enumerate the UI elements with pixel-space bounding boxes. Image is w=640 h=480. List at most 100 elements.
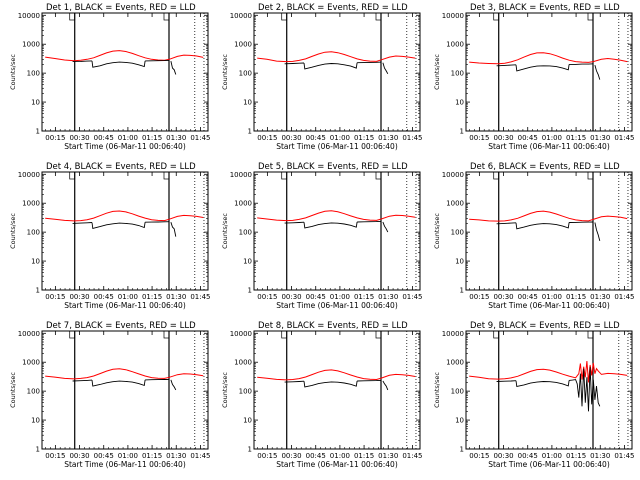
plot-frame — [253, 171, 421, 291]
x-tick-label: 01:15 — [354, 452, 374, 460]
x-tick-label: 01:15 — [354, 293, 374, 301]
y-tick-label: 10 — [243, 99, 252, 107]
x-tick-label: 01:30 — [166, 452, 186, 460]
x-tick-label: 01:30 — [590, 452, 610, 460]
lld-series-line — [45, 50, 204, 62]
y-tick-label: 1000 — [234, 41, 252, 49]
marker-box — [69, 12, 76, 21]
marker-box — [69, 330, 76, 339]
events-series-line — [569, 63, 594, 65]
events-series-line — [170, 60, 177, 75]
plot-frame — [465, 330, 633, 450]
events-series-line — [357, 379, 382, 382]
events-series-line — [91, 222, 146, 229]
y-tick-label: 1000 — [22, 200, 40, 208]
x-tick-label: 00:30 — [281, 134, 301, 142]
events-series-line — [91, 379, 146, 387]
marker-box — [69, 171, 76, 180]
x-tick-label: 01:45 — [614, 452, 634, 460]
events-series-line — [284, 62, 305, 65]
x-tick-label: 01:30 — [166, 293, 186, 301]
y-tick-label: 10000 — [442, 12, 464, 20]
y-tick-label: 100 — [451, 70, 464, 78]
marker-box — [281, 12, 288, 21]
x-tick-label: 01:00 — [330, 452, 350, 460]
y-tick-label: 10 — [455, 417, 464, 425]
y-tick-label: 1000 — [234, 200, 252, 208]
y-tick-label: 1000 — [446, 41, 464, 49]
events-series-line — [91, 60, 146, 68]
x-tick-label: 00:15 — [45, 134, 65, 142]
x-axis-label: Start Time (06-Mar-11 00:06:40) — [64, 460, 186, 469]
x-tick-label: 00:30 — [69, 293, 89, 301]
panel-det-7: Det 7, BLACK = Events, RED = LLD 1 10 100 10… — [9, 321, 211, 469]
lld-series-line — [469, 210, 628, 222]
x-tick-label: 01:00 — [118, 452, 138, 460]
y-tick-label: 1 — [248, 287, 252, 295]
x-tick-label: 00:15 — [469, 293, 489, 301]
x-tick-label: 01:30 — [378, 452, 398, 460]
y-axis-label: Counts/sec — [433, 372, 441, 408]
x-tick-label: 00:30 — [493, 134, 513, 142]
y-axis-label: Counts/sec — [9, 54, 17, 90]
events-series-line — [357, 61, 382, 64]
x-tick-label: 01:00 — [542, 293, 562, 301]
y-axis-label: Counts/sec — [9, 213, 17, 249]
marker-box — [493, 12, 500, 21]
x-tick-label: 01:45 — [402, 293, 422, 301]
events-series-line — [170, 222, 177, 237]
y-tick-label: 100 — [239, 388, 252, 396]
y-tick-label: 100 — [239, 70, 252, 78]
x-tick-label: 00:15 — [469, 452, 489, 460]
x-axis-label: Start Time (06-Mar-11 00:06:40) — [488, 301, 610, 310]
x-axis-label: Start Time (06-Mar-11 00:06:40) — [276, 460, 398, 469]
x-tick-label: 01:15 — [566, 293, 586, 301]
panel-det-8: Det 8, BLACK = Events, RED = LLD 1 10 100 10… — [221, 321, 423, 469]
marker-box — [163, 12, 170, 21]
events-series-line — [72, 222, 93, 224]
panel-title: Det 3, BLACK = Events, RED = LLD — [470, 3, 620, 13]
x-tick-label: 00:45 — [306, 134, 326, 142]
y-tick-label: 1 — [248, 128, 252, 136]
x-tick-label: 01:00 — [118, 134, 138, 142]
x-tick-label: 01:15 — [566, 452, 586, 460]
panel-det-3: Det 3, BLACK = Events, RED = LLD 1 10 100 10… — [433, 3, 635, 151]
x-tick-label: 00:15 — [45, 293, 65, 301]
y-axis-label: Counts/sec — [433, 54, 441, 90]
x-axis-label: Start Time (06-Mar-11 00:06:40) — [276, 301, 398, 310]
x-tick-label: 01:15 — [142, 452, 162, 460]
x-tick-label: 00:30 — [281, 452, 301, 460]
y-tick-label: 10 — [243, 417, 252, 425]
marker-box — [493, 330, 500, 339]
x-axis-label: Start Time (06-Mar-11 00:06:40) — [64, 142, 186, 151]
y-axis-label: Counts/sec — [221, 213, 229, 249]
events-series-line — [303, 380, 358, 388]
events-series-line — [382, 380, 389, 391]
events-series-line — [515, 380, 570, 388]
marker-box — [281, 171, 288, 180]
x-tick-label: 01:00 — [118, 293, 138, 301]
x-tick-label: 01:45 — [614, 134, 634, 142]
x-tick-label: 00:45 — [306, 452, 326, 460]
x-tick-label: 01:45 — [614, 293, 634, 301]
x-tick-label: 01:30 — [378, 293, 398, 301]
x-axis-label: Start Time (06-Mar-11 00:06:40) — [488, 142, 610, 151]
x-tick-label: 00:15 — [257, 452, 277, 460]
panel-det-5: Det 5, BLACK = Events, RED = LLD 1 10 100 10… — [221, 162, 423, 310]
x-tick-label: 00:15 — [257, 293, 277, 301]
x-tick-label: 01:00 — [542, 452, 562, 460]
x-tick-label: 01:45 — [190, 293, 210, 301]
y-tick-label: 10 — [31, 417, 40, 425]
x-tick-label: 01:00 — [330, 134, 350, 142]
events-series-line — [594, 64, 601, 80]
panel-det-6: Det 6, BLACK = Events, RED = LLD 1 10 100 10… — [433, 162, 635, 310]
panel-title: Det 8, BLACK = Events, RED = LLD — [258, 321, 408, 331]
plot-frame — [41, 330, 209, 450]
y-tick-label: 100 — [27, 388, 40, 396]
panel-title: Det 9, BLACK = Events, RED = LLD — [470, 321, 620, 331]
y-axis-label: Counts/sec — [221, 372, 229, 408]
lld-series-line — [257, 51, 416, 63]
events-series-line — [382, 62, 389, 75]
panel-title: Det 4, BLACK = Events, RED = LLD — [46, 162, 196, 172]
